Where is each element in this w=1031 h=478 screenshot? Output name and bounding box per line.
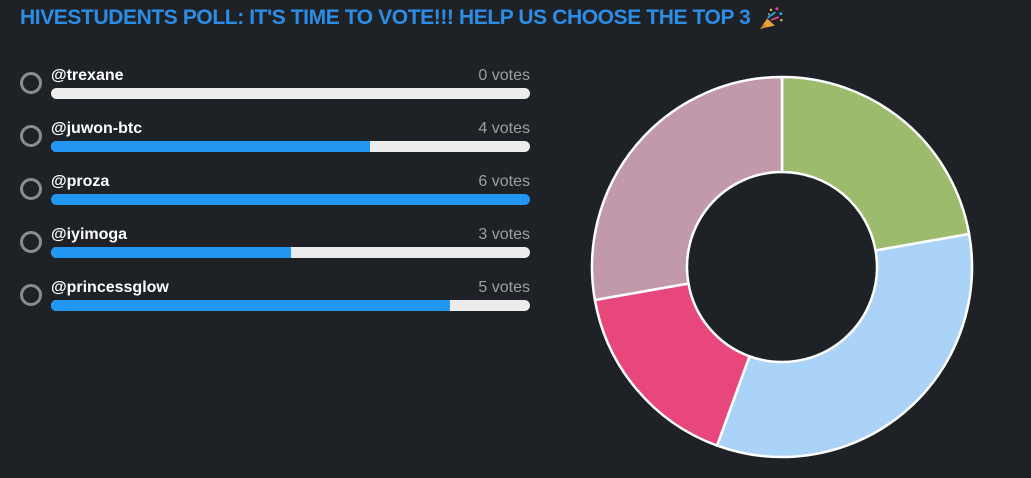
vote-bar-track [51, 88, 530, 99]
poll-option-row[interactable]: @proza 6 votes [20, 172, 530, 205]
poll-option-main: @juwon-btc 4 votes [51, 119, 530, 152]
option-label: @proza [51, 173, 110, 190]
poll-option-header: @princessglow 5 votes [51, 278, 530, 297]
vote-bar-track [51, 194, 530, 205]
vote-bar-fill [51, 141, 371, 152]
radio-button[interactable] [20, 71, 42, 94]
vote-bar-fill [51, 300, 451, 311]
vote-count: 5 votes [478, 279, 530, 296]
poll-option-row[interactable]: @trexane 0 votes [20, 66, 530, 99]
vote-bar-fill [51, 194, 530, 205]
vote-bar-track [51, 247, 530, 258]
poll-option-main: @proza 6 votes [51, 172, 530, 205]
poll-title-text: HIVESTUDENTS POLL: IT'S TIME TO VOTE!!! … [20, 6, 751, 29]
radio-button[interactable] [20, 177, 42, 200]
option-label: @trexane [51, 67, 124, 84]
vote-count: 4 votes [478, 120, 530, 137]
poll-option-header: @proza 6 votes [51, 172, 530, 191]
poll-option-header: @iyimoga 3 votes [51, 225, 530, 244]
party-popper-emoji [760, 7, 783, 29]
poll-option-main: @iyimoga 3 votes [51, 225, 530, 258]
donut-segment-princessglow [590, 75, 784, 302]
donut-chart [590, 75, 974, 459]
poll-option-row[interactable]: @princessglow 5 votes [20, 278, 530, 311]
poll-list: @trexane 0 votes @juwon-btc 4 votes [20, 66, 530, 311]
poll-option-row[interactable]: @juwon-btc 4 votes [20, 119, 530, 152]
poll-option-main: @princessglow 5 votes [51, 278, 530, 311]
radio-button[interactable] [20, 230, 42, 253]
radio-button[interactable] [20, 124, 42, 147]
donut-segment-proza [715, 232, 974, 459]
option-label: @iyimoga [51, 226, 128, 243]
option-label: @princessglow [51, 279, 169, 296]
poll-option-row[interactable]: @iyimoga 3 votes [20, 225, 530, 258]
vote-count: 0 votes [478, 67, 530, 84]
poll-option-header: @juwon-btc 4 votes [51, 119, 530, 138]
vote-count: 6 votes [478, 173, 530, 190]
vote-bar-track [51, 300, 530, 311]
radio-button[interactable] [20, 283, 42, 306]
vote-bar-fill [51, 247, 291, 258]
poll-option-header: @trexane 0 votes [51, 66, 530, 85]
poll-title: HIVESTUDENTS POLL: IT'S TIME TO VOTE!!! … [20, 5, 784, 31]
donut-segment-juwon-btc [780, 75, 971, 252]
option-label: @juwon-btc [51, 120, 143, 137]
vote-count: 3 votes [478, 226, 530, 243]
donut-segment-iyimoga [593, 282, 751, 447]
vote-bar-track [51, 141, 530, 152]
poll-option-main: @trexane 0 votes [51, 66, 530, 99]
